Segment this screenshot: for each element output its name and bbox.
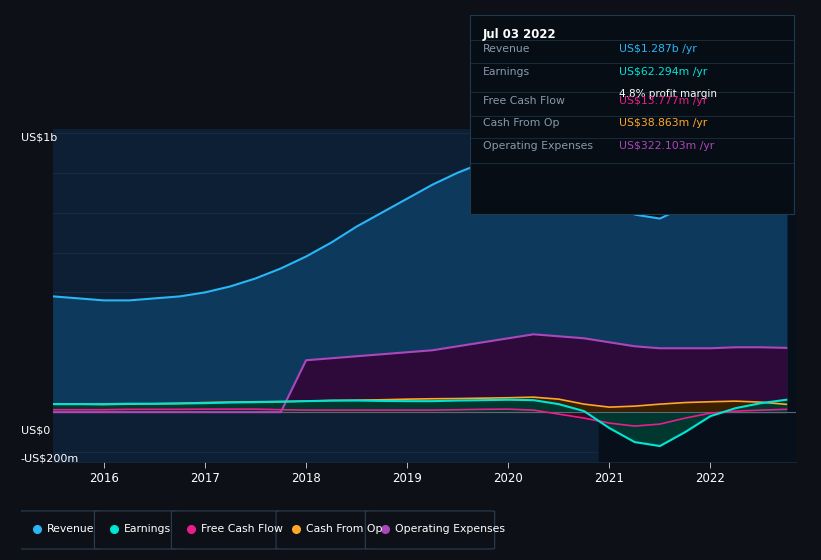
Text: US$38.863m /yr: US$38.863m /yr xyxy=(619,119,707,128)
Text: Jul 03 2022: Jul 03 2022 xyxy=(483,28,556,41)
Text: Free Cash Flow: Free Cash Flow xyxy=(201,525,282,534)
Text: Free Cash Flow: Free Cash Flow xyxy=(483,96,565,106)
FancyBboxPatch shape xyxy=(276,511,369,549)
Text: US$1.287b /yr: US$1.287b /yr xyxy=(619,44,696,54)
Text: US$62.294m /yr: US$62.294m /yr xyxy=(619,67,707,77)
Text: US$0: US$0 xyxy=(21,425,50,435)
Text: Cash From Op: Cash From Op xyxy=(305,525,382,534)
Text: Cash From Op: Cash From Op xyxy=(483,119,559,128)
FancyBboxPatch shape xyxy=(94,511,177,549)
Text: US$13.777m /yr: US$13.777m /yr xyxy=(619,96,707,106)
FancyBboxPatch shape xyxy=(172,511,279,549)
Text: US$322.103m /yr: US$322.103m /yr xyxy=(619,141,714,151)
Text: Revenue: Revenue xyxy=(47,525,94,534)
Text: Revenue: Revenue xyxy=(483,44,530,54)
Text: Operating Expenses: Operating Expenses xyxy=(483,141,593,151)
Bar xyxy=(599,129,796,462)
Text: US$1b: US$1b xyxy=(21,132,57,142)
Text: Earnings: Earnings xyxy=(124,525,171,534)
Text: Operating Expenses: Operating Expenses xyxy=(395,525,505,534)
Text: Earnings: Earnings xyxy=(483,67,530,77)
Text: -US$200m: -US$200m xyxy=(21,453,79,463)
FancyBboxPatch shape xyxy=(365,511,494,549)
Text: 4.8% profit margin: 4.8% profit margin xyxy=(619,88,717,99)
FancyBboxPatch shape xyxy=(17,511,101,549)
